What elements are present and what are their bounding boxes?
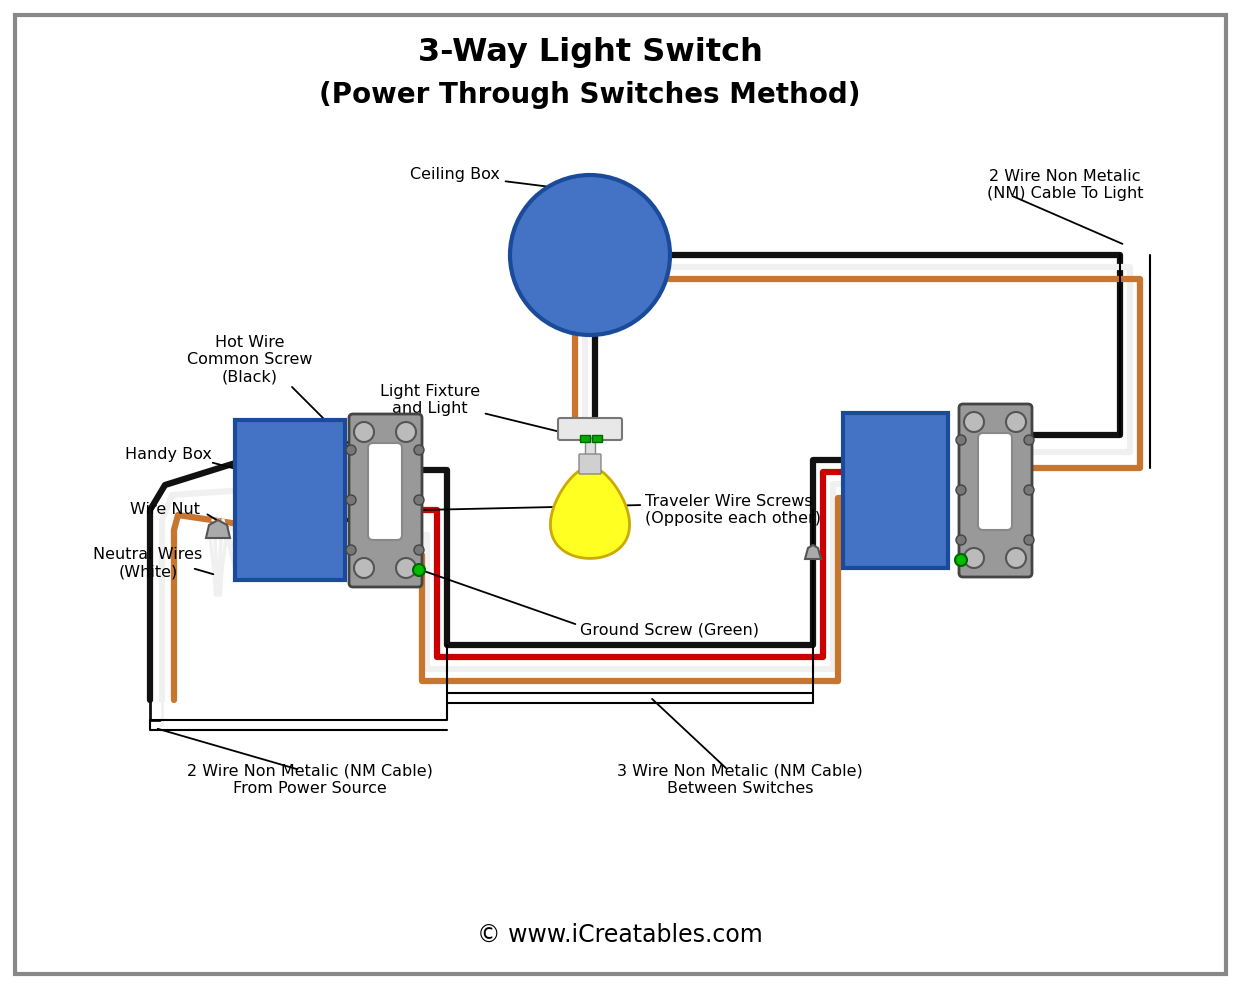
Text: (Power Through Switches Method): (Power Through Switches Method) (319, 81, 861, 109)
Text: Ground Screw (Green): Ground Screw (Green) (580, 622, 759, 638)
Circle shape (964, 412, 984, 432)
Text: 3-Way Light Switch: 3-Way Light Switch (417, 37, 762, 67)
Text: Hot Wire
Common Screw
(Black): Hot Wire Common Screw (Black) (187, 335, 313, 385)
FancyBboxPatch shape (235, 420, 345, 580)
Circle shape (346, 545, 356, 555)
Bar (585, 438, 594, 458)
Circle shape (396, 558, 416, 578)
FancyBboxPatch shape (15, 15, 1226, 974)
Text: Neutral Wires
(White): Neutral Wires (White) (93, 547, 202, 580)
Bar (592, 435, 602, 442)
Text: Traveler Wire Screws
(Opposite each other): Traveler Wire Screws (Opposite each othe… (645, 494, 822, 526)
Circle shape (414, 445, 424, 455)
Text: © www.iCreatables.com: © www.iCreatables.com (477, 923, 763, 947)
Bar (580, 435, 589, 442)
Polygon shape (805, 545, 822, 559)
Circle shape (964, 548, 984, 568)
FancyBboxPatch shape (349, 414, 422, 587)
Circle shape (414, 495, 424, 505)
Circle shape (346, 495, 356, 505)
Circle shape (354, 422, 374, 442)
Circle shape (956, 435, 965, 445)
Circle shape (1006, 412, 1026, 432)
Text: 2 Wire Non Metalic
(NM) Cable To Light: 2 Wire Non Metalic (NM) Cable To Light (987, 169, 1143, 201)
Text: Wire Nut: Wire Nut (130, 502, 200, 517)
Text: Light Fixture
and Light: Light Fixture and Light (380, 384, 582, 437)
Circle shape (956, 485, 965, 495)
FancyBboxPatch shape (978, 433, 1011, 530)
Circle shape (346, 445, 356, 455)
Polygon shape (206, 520, 230, 538)
Circle shape (1024, 485, 1034, 495)
Text: 3 Wire Non Metalic (NM Cable)
Between Switches: 3 Wire Non Metalic (NM Cable) Between Sw… (617, 764, 862, 796)
FancyBboxPatch shape (843, 413, 948, 568)
Text: Ceiling Box: Ceiling Box (410, 167, 572, 190)
FancyBboxPatch shape (959, 404, 1033, 577)
Text: 2 Wire Non Metalic (NM Cable)
From Power Source: 2 Wire Non Metalic (NM Cable) From Power… (187, 764, 433, 796)
Circle shape (414, 545, 424, 555)
Circle shape (1006, 548, 1026, 568)
Circle shape (413, 564, 424, 576)
Circle shape (1024, 535, 1034, 545)
Circle shape (956, 535, 965, 545)
Circle shape (956, 554, 967, 566)
FancyBboxPatch shape (580, 454, 601, 474)
Circle shape (354, 558, 374, 578)
Polygon shape (551, 467, 629, 559)
Text: Handy Box: Handy Box (124, 447, 211, 463)
FancyBboxPatch shape (369, 443, 402, 540)
Circle shape (510, 175, 670, 335)
Circle shape (1024, 435, 1034, 445)
Circle shape (396, 422, 416, 442)
FancyBboxPatch shape (558, 418, 622, 440)
